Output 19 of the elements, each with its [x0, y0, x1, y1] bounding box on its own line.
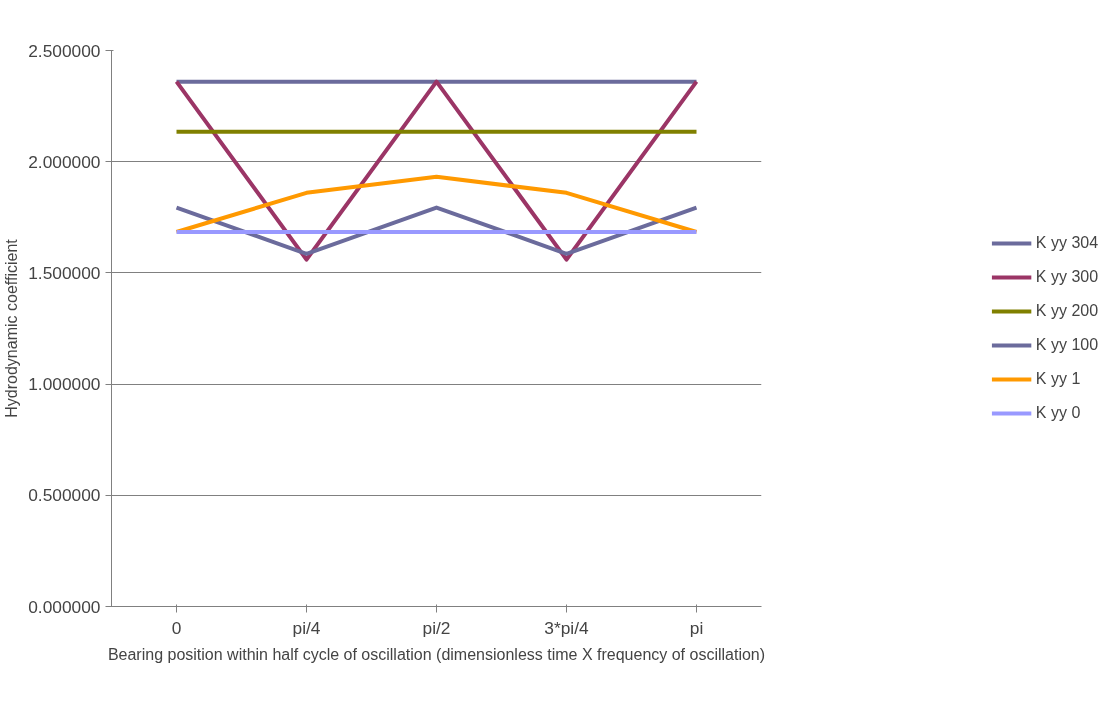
y-tick-label: 1.000000	[28, 374, 101, 395]
y-axis-title: Hydrodynamic coefficient	[3, 238, 21, 418]
y-tick-label: 2.500000	[28, 40, 101, 61]
x-tick-label: pi	[689, 617, 704, 638]
y-tick-label: 0.500000	[28, 485, 101, 506]
legend-label: K yy 0	[1035, 404, 1081, 422]
x-axis-title: Bearing position within half cycle of oscillation (dimensionless time X frequency of oscillation)	[107, 645, 766, 663]
legend-label: K yy 300	[1035, 268, 1099, 286]
y-tick-label: 2.000000	[28, 151, 101, 172]
legend-label: K yy 304	[1035, 234, 1099, 252]
legend-label: K yy 100	[1035, 336, 1099, 354]
x-tick-label: pi/2	[422, 617, 451, 638]
legend-label: K yy 1	[1035, 370, 1081, 388]
legend-label: K yy 200	[1035, 302, 1099, 320]
x-tick-label: 0	[171, 617, 182, 638]
y-tick-label: 0.000000	[28, 596, 101, 617]
y-tick-label: 1.500000	[28, 262, 101, 283]
x-tick-label: 3*pi/4	[544, 617, 590, 638]
x-tick-label: pi/4	[292, 617, 321, 638]
